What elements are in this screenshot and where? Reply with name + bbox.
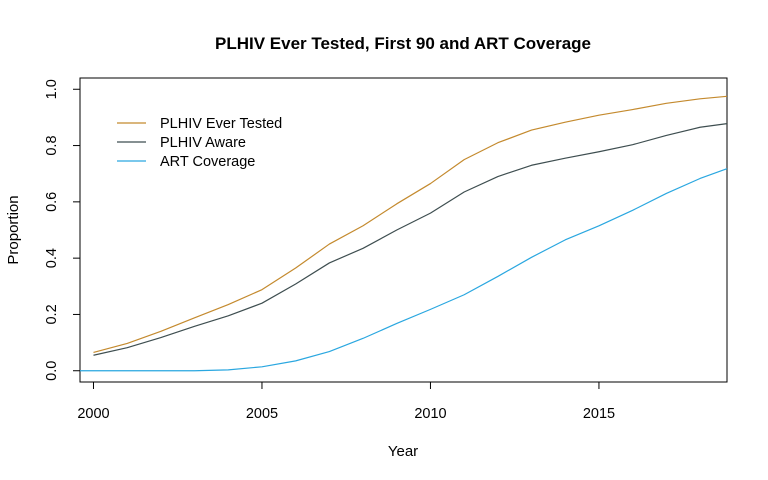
y-tick-label: 0.2 [44,304,60,324]
y-tick-label: 0.8 [44,135,60,155]
y-tick-label: 1.0 [44,79,60,99]
x-axis: 2000 2005 2010 2015 [77,381,615,422]
y-tick-label: 0.4 [44,248,60,268]
legend-label-plhiv-aware: PLHIV Aware [160,135,246,151]
y-tick-label: 0.6 [44,192,60,212]
x-axis-label: Year [388,443,418,460]
x-tick-label: 2000 [77,406,109,422]
y-axis-label: Proportion [5,195,22,264]
x-tick-label: 2005 [246,406,278,422]
series-line-plhiv-aware [93,123,728,356]
x-tick-label: 2010 [414,406,446,422]
series-line-art-coverage [80,168,728,372]
chart-title: PLHIV Ever Tested, First 90 and ART Cove… [215,34,591,53]
series-line-plhiv-ever-tested [93,95,728,354]
y-axis: 0.0 0.2 0.4 0.6 0.8 1.0 [44,79,81,381]
legend: PLHIV Ever Tested PLHIV Aware ART Coverage [117,116,282,170]
series-layer [80,95,728,372]
x-tick-label: 2015 [583,406,615,422]
y-tick-label: 0.0 [44,361,60,381]
legend-label-art-coverage: ART Coverage [160,154,255,170]
legend-label-plhiv-ever-tested: PLHIV Ever Tested [160,116,282,132]
